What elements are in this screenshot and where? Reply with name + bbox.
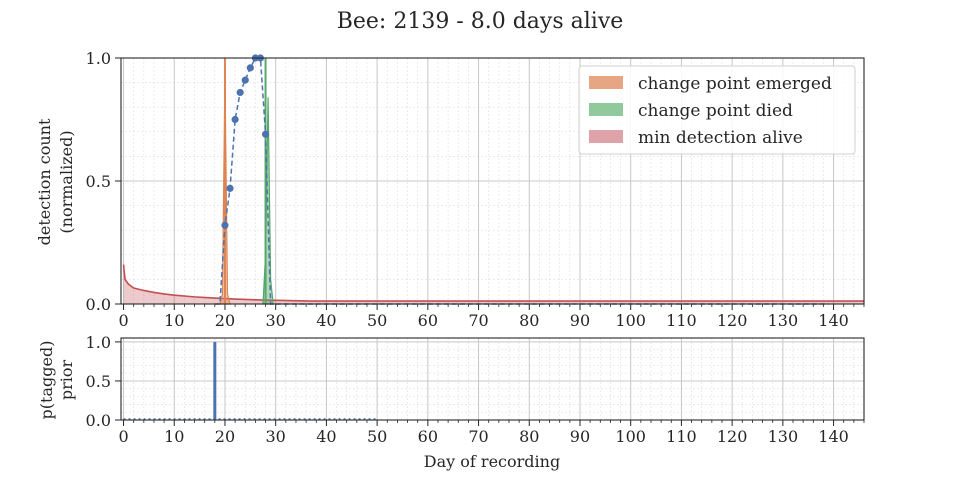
- prior-bar: [213, 341, 217, 420]
- top-xtick-label: 20: [215, 311, 235, 330]
- chart-title: Bee: 2139 - 8.0 days alive: [337, 9, 624, 34]
- bottom-ytick-label: 0.5: [86, 372, 111, 391]
- bottom-xtick-label: 50: [367, 427, 387, 446]
- bottom-xtick-label: 140: [818, 427, 849, 446]
- legend-swatch: [589, 76, 623, 89]
- detection-series-line: [214, 57, 829, 305]
- bottom-frame: [120, 337, 865, 421]
- bottom-xtick-label: 110: [666, 427, 697, 446]
- bottom-xtick-label: 0: [118, 427, 128, 446]
- bottom-xtick-label: 120: [717, 427, 748, 446]
- top-xtick-label: 90: [570, 311, 590, 330]
- legend-box: [578, 65, 856, 155]
- legend: change point emerged change point died min…: [578, 65, 856, 155]
- detection-point: [231, 115, 239, 124]
- top-ytick-label: 0.0: [86, 295, 111, 314]
- detection-point: [236, 88, 244, 97]
- legend-label: min detection alive: [638, 128, 803, 148]
- top-ylabel-line1: detection count: [35, 118, 54, 245]
- detection-point: [226, 184, 234, 192]
- top-xtick-label: 10: [164, 311, 184, 330]
- top-xtick-label: 50: [367, 311, 387, 330]
- top-xtick-label: 120: [717, 311, 748, 330]
- top-ytick-label: 0.5: [86, 172, 111, 191]
- bottom-xtick-label: 80: [519, 427, 539, 446]
- legend-swatch: [589, 103, 623, 116]
- bottom-xtick-label: 90: [570, 427, 590, 446]
- top-ylabel-line2: (normalized): [57, 130, 76, 233]
- bottom-xtick-label: 40: [316, 427, 336, 446]
- detection-point: [241, 76, 249, 84]
- legend-label: change point died: [638, 101, 793, 121]
- top-xtick-label: 140: [818, 311, 849, 330]
- bottom-ytick-label: 0.0: [86, 411, 111, 430]
- bottom-xtick-label: 130: [768, 427, 799, 446]
- top-xtick-label: 100: [615, 311, 646, 330]
- bottom-xtick-label: 100: [615, 427, 646, 446]
- legend-swatch: [589, 130, 623, 143]
- top-xtick-label: 110: [666, 311, 697, 330]
- bottom-xtick-label: 30: [266, 427, 286, 446]
- bottom-plot: 0 10 20 30 40 50 60 70 80 90 100 110 120 130 140 0.0 0.5…: [86, 333, 865, 446]
- min-detection-alive-line: [122, 264, 864, 302]
- bottom-ylabel-line2: prior: [57, 360, 76, 401]
- top-xtick-label: 0: [118, 311, 128, 330]
- detection-point: [261, 130, 270, 138]
- legend-label: change point emerged: [638, 74, 832, 94]
- min-detection-alive-fill: [123, 264, 865, 304]
- detection-point: [221, 221, 229, 229]
- x-axis-label: Day of recording: [424, 452, 560, 471]
- bottom-xtick-label: 70: [468, 427, 488, 446]
- bottom-ylabel-line1: p(tagged): [37, 341, 56, 420]
- bottom-xtick-label: 60: [418, 427, 438, 446]
- bottom-xtick-label: 10: [164, 427, 184, 446]
- top-xtick-label: 130: [768, 311, 799, 330]
- top-xtick-label: 30: [266, 311, 286, 330]
- bottom-ytick-label: 1.0: [86, 333, 111, 352]
- top-xtick-label: 60: [418, 311, 438, 330]
- top-xtick-label: 70: [468, 311, 488, 330]
- top-xtick-label: 80: [519, 311, 539, 330]
- detection-point: [246, 64, 254, 72]
- bottom-xtick-label: 20: [215, 427, 235, 446]
- top-frame: [120, 57, 865, 305]
- top-ytick-label: 1.0: [86, 49, 111, 68]
- top-xtick-label: 40: [316, 311, 336, 330]
